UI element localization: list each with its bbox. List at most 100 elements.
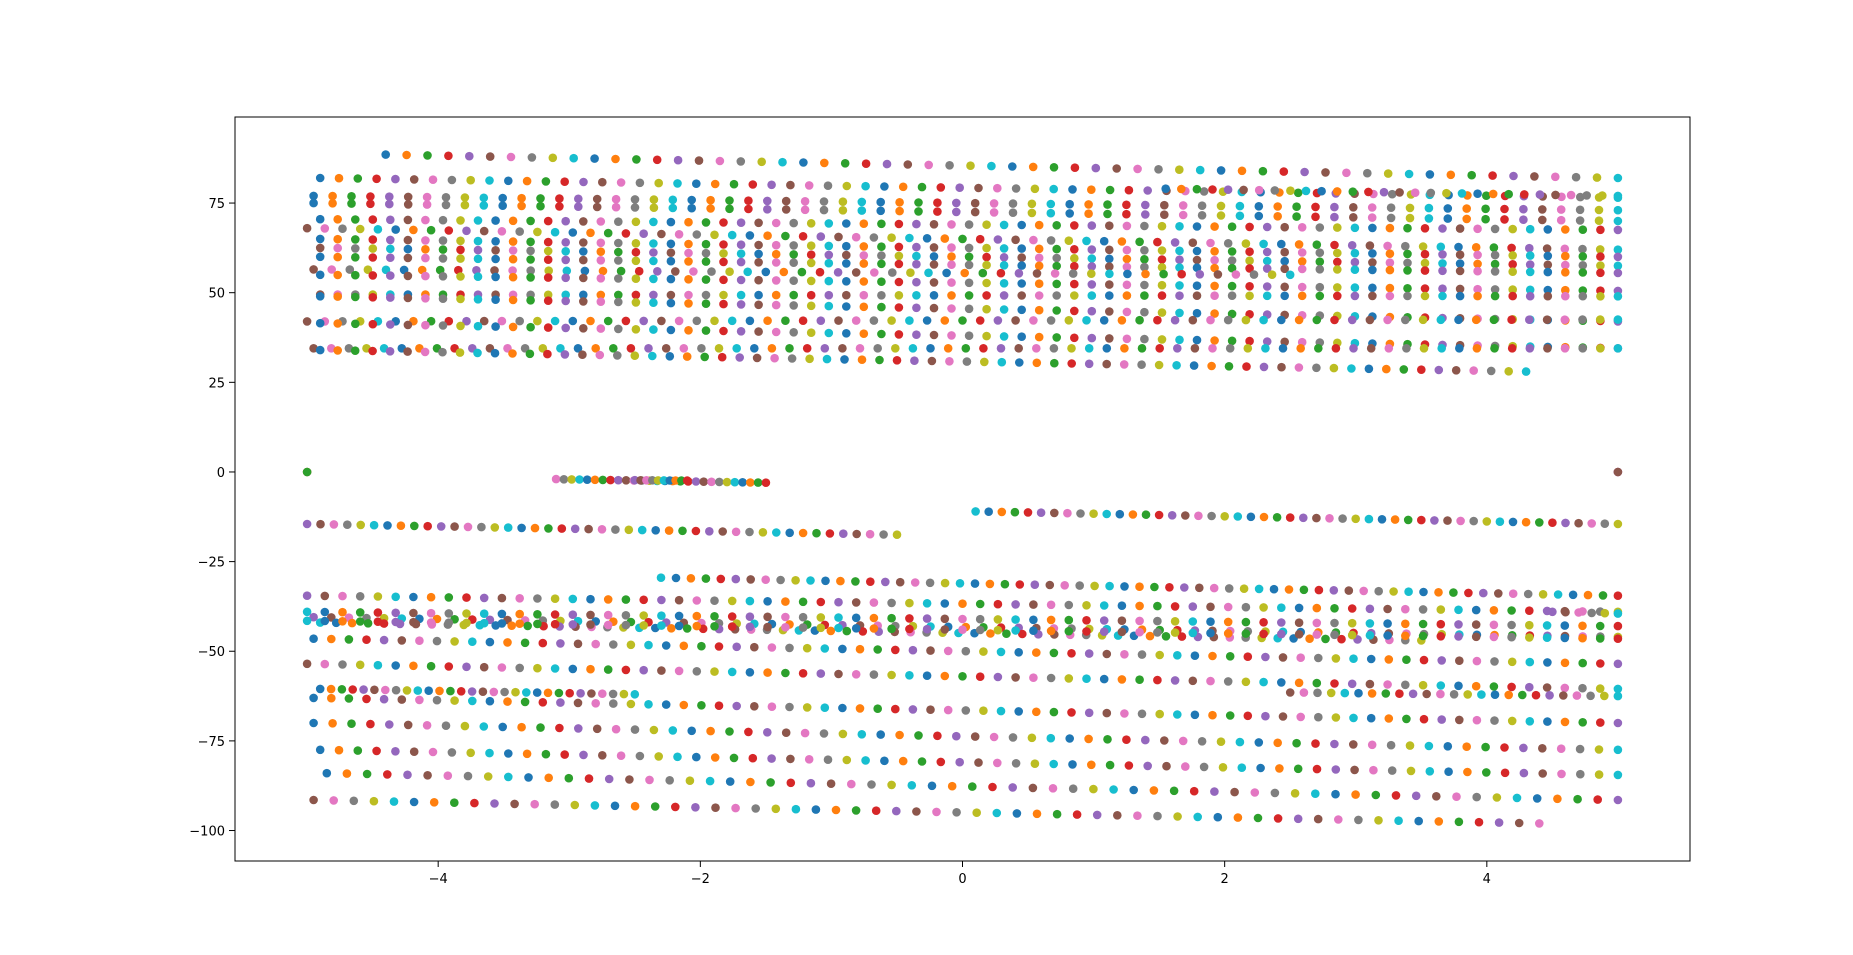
data-point bbox=[1029, 316, 1038, 325]
data-point bbox=[842, 219, 851, 228]
data-point bbox=[315, 173, 325, 183]
data-point bbox=[985, 579, 995, 589]
data-point bbox=[1543, 344, 1552, 353]
data-point bbox=[700, 352, 709, 362]
data-point bbox=[993, 599, 1003, 609]
data-point bbox=[789, 250, 798, 259]
data-point bbox=[1208, 710, 1217, 720]
data-point bbox=[1553, 794, 1562, 804]
data-point bbox=[334, 173, 344, 183]
data-point bbox=[1525, 620, 1534, 630]
data-point bbox=[1383, 631, 1392, 640]
data-point bbox=[403, 293, 413, 303]
data-point bbox=[1402, 714, 1411, 724]
data-point bbox=[1235, 737, 1245, 747]
data-point bbox=[608, 689, 618, 699]
data-point bbox=[905, 233, 914, 243]
data-point bbox=[1060, 581, 1069, 590]
data-point bbox=[1087, 269, 1096, 279]
data-point bbox=[1273, 738, 1282, 748]
data-point bbox=[1245, 264, 1254, 273]
data-point bbox=[1525, 717, 1535, 726]
data-point bbox=[579, 255, 588, 265]
data-point bbox=[1595, 621, 1605, 631]
data-point bbox=[804, 181, 814, 190]
data-point bbox=[1297, 257, 1307, 266]
data-point bbox=[1087, 254, 1097, 263]
data-point bbox=[1067, 359, 1076, 368]
data-point bbox=[1367, 213, 1377, 222]
data-point bbox=[905, 624, 914, 634]
y-tick-label: 0 bbox=[217, 466, 225, 481]
data-point bbox=[914, 731, 923, 740]
data-point bbox=[333, 243, 343, 253]
data-point bbox=[649, 239, 658, 248]
data-point bbox=[887, 598, 896, 608]
data-point bbox=[754, 300, 763, 310]
data-point bbox=[686, 574, 696, 583]
data-point bbox=[1519, 768, 1529, 778]
data-point bbox=[912, 807, 921, 816]
data-point bbox=[964, 304, 974, 314]
data-point bbox=[958, 316, 967, 325]
data-point bbox=[1192, 246, 1202, 256]
data-point bbox=[347, 719, 356, 728]
data-point bbox=[936, 183, 946, 192]
data-point bbox=[1311, 212, 1320, 222]
data-point bbox=[1262, 282, 1272, 291]
data-point bbox=[368, 253, 378, 262]
data-point bbox=[1140, 307, 1149, 317]
data-point bbox=[761, 575, 770, 584]
data-point bbox=[1227, 291, 1237, 301]
data-point bbox=[791, 804, 801, 814]
data-point bbox=[851, 670, 861, 679]
data-point bbox=[391, 685, 401, 695]
data-point bbox=[557, 524, 567, 533]
data-point bbox=[910, 578, 920, 587]
data-point bbox=[922, 234, 932, 243]
data-point bbox=[1160, 200, 1169, 210]
data-point bbox=[1326, 688, 1336, 698]
data-point bbox=[1490, 690, 1500, 699]
data-point bbox=[1280, 291, 1289, 301]
data-point bbox=[1153, 237, 1162, 247]
data-point bbox=[586, 594, 595, 604]
data-point bbox=[1235, 211, 1245, 221]
data-point bbox=[1259, 677, 1268, 687]
data-point bbox=[591, 639, 600, 649]
data-point bbox=[1410, 188, 1420, 197]
data-point bbox=[1135, 601, 1144, 611]
data-point bbox=[970, 207, 980, 217]
data-point bbox=[687, 726, 696, 736]
data-point bbox=[409, 661, 418, 671]
data-point bbox=[1135, 582, 1144, 591]
data-point bbox=[684, 239, 693, 249]
data-point bbox=[611, 154, 620, 164]
data-point bbox=[877, 277, 886, 287]
data-point bbox=[781, 231, 790, 241]
data-point bbox=[1492, 793, 1502, 802]
data-point bbox=[797, 267, 807, 277]
data-point bbox=[1192, 184, 1202, 194]
data-point bbox=[960, 268, 969, 278]
data-point bbox=[1105, 581, 1114, 591]
data-point bbox=[1122, 735, 1131, 744]
data-point bbox=[891, 645, 900, 655]
data-point bbox=[894, 259, 904, 269]
data-point bbox=[590, 154, 599, 163]
data-point bbox=[1333, 248, 1342, 258]
data-point bbox=[657, 611, 666, 620]
data-point bbox=[1578, 344, 1587, 353]
point-series-31 bbox=[309, 634, 1623, 669]
data-point bbox=[1052, 333, 1061, 342]
data-point bbox=[1403, 266, 1412, 275]
data-point bbox=[1365, 679, 1375, 689]
data-point bbox=[1070, 245, 1079, 254]
data-point bbox=[1000, 579, 1010, 589]
data-point bbox=[722, 477, 732, 487]
data-point bbox=[544, 266, 553, 276]
data-point bbox=[1477, 690, 1486, 699]
data-point bbox=[1401, 631, 1410, 641]
data-point bbox=[652, 155, 662, 165]
data-point bbox=[1405, 741, 1415, 750]
